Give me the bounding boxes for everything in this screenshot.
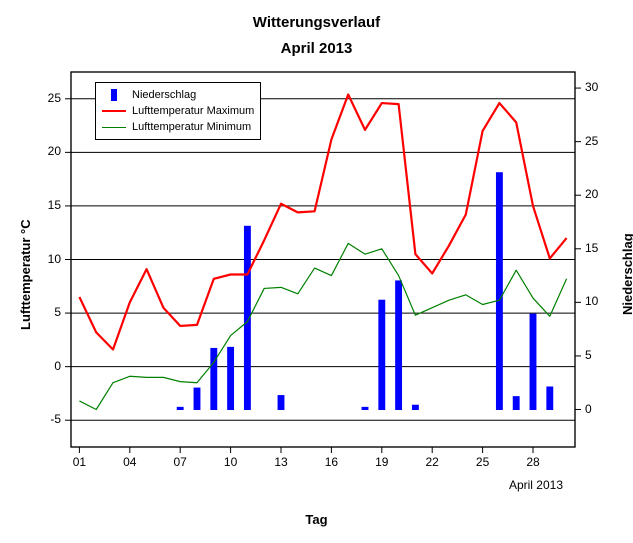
legend-line-icon	[102, 121, 126, 133]
legend-bar-icon	[102, 89, 126, 101]
legend-label: Niederschlag	[132, 89, 196, 101]
tick-label: 01	[59, 455, 99, 469]
tick-label: 25	[21, 91, 61, 105]
tick-label: 28	[513, 455, 553, 469]
tick-label: 13	[261, 455, 301, 469]
tick-label: 15	[21, 198, 61, 212]
legend-item: Lufttemperatur Maximum	[102, 103, 254, 119]
tick-label: 16	[311, 455, 351, 469]
tick-label: 30	[585, 80, 625, 94]
tick-label: 10	[585, 294, 625, 308]
tick-label: 15	[585, 241, 625, 255]
tick-label: 04	[110, 455, 150, 469]
tick-label: 5	[21, 305, 61, 319]
legend-label: Lufttemperatur Minimum	[132, 121, 251, 133]
legend: Niederschlag Lufttemperatur Maximum Luftte…	[95, 82, 261, 140]
tick-label: 19	[362, 455, 402, 469]
tick-label: 10	[211, 455, 251, 469]
tick-label: -5	[21, 412, 61, 426]
tick-label: 22	[412, 455, 452, 469]
tick-label: 0	[21, 359, 61, 373]
legend-label: Lufttemperatur Maximum	[132, 105, 254, 117]
tick-label: 20	[585, 187, 625, 201]
legend-line-icon	[102, 105, 126, 117]
tick-label: 0	[585, 402, 625, 416]
tick-label: 10	[21, 252, 61, 266]
tick-label: 25	[463, 455, 503, 469]
legend-item: Niederschlag	[102, 87, 254, 103]
tick-label: 07	[160, 455, 200, 469]
tick-label: 20	[21, 144, 61, 158]
legend-item: Lufttemperatur Minimum	[102, 119, 254, 135]
tick-label: 25	[585, 134, 625, 148]
tick-label: 5	[585, 348, 625, 362]
